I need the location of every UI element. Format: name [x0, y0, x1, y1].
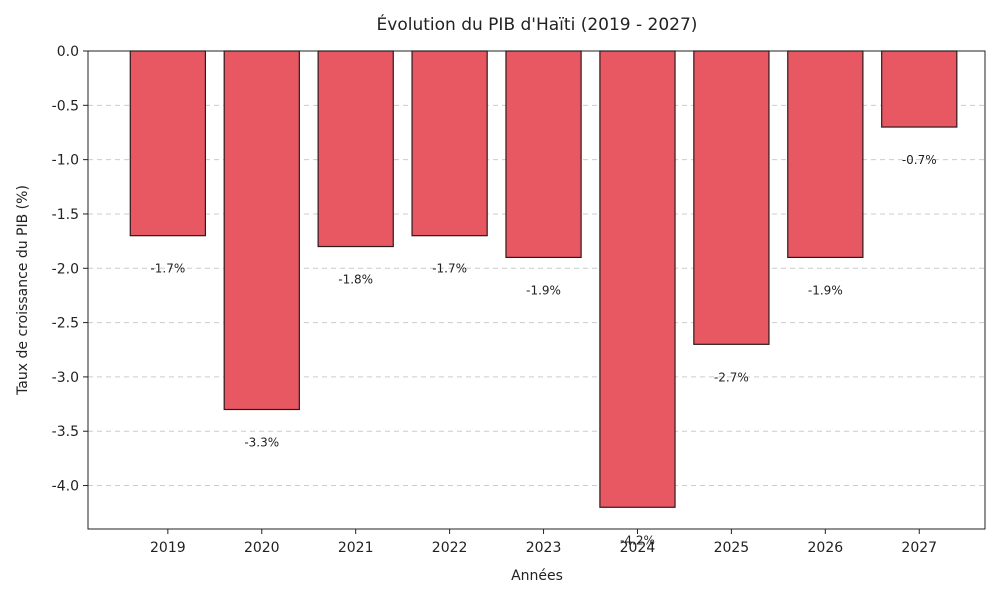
data-label-2020: -3.3% — [244, 436, 279, 450]
x-tick-label-2022: 2022 — [432, 540, 468, 556]
data-label-2023: -1.9% — [526, 283, 561, 297]
bar-2023 — [505, 50, 582, 259]
bar-2026 — [787, 50, 864, 259]
y-tick-label: -0.5 — [52, 98, 79, 114]
x-axis-ticks: 2019 2020 2021 2022 2023 2024 2025 2026 2027 — [150, 529, 937, 556]
bar-2025 — [693, 50, 770, 345]
x-tick-label-2026: 2026 — [808, 540, 844, 556]
data-label-2022: -1.7% — [432, 262, 467, 276]
bars — [129, 50, 958, 508]
y-tick-label: -3.5 — [52, 424, 79, 440]
bar-2019 — [129, 50, 207, 237]
bar-2027 — [881, 50, 958, 128]
y-tick-label: -4.0 — [52, 479, 79, 495]
y-tick-label: 0.0 — [57, 44, 79, 60]
y-axis-label: Taux de croissance du PIB (%) — [15, 185, 31, 396]
data-labels: -1.7% -3.3% -1.8% -1.7% -1.9% -4.2% -2.7% -1.9%… — [150, 153, 936, 547]
bar-2024 — [599, 50, 676, 508]
data-label-2026: -1.9% — [808, 283, 843, 297]
data-label-2027: -0.7% — [902, 153, 937, 167]
y-tick-label: -2.5 — [52, 316, 79, 332]
x-tick-label-2021: 2021 — [338, 540, 374, 556]
bar-2021 — [317, 50, 394, 248]
x-tick-label-2024: 2024 — [620, 540, 656, 556]
x-tick-label-2027: 2027 — [901, 540, 937, 556]
data-label-2024: -4.2% — [620, 533, 655, 547]
y-tick-label: -3.0 — [52, 370, 79, 386]
y-tick-label: -1.5 — [52, 207, 79, 223]
data-label-2019: -1.7% — [150, 262, 185, 276]
plot-frame — [87, 50, 986, 530]
x-axis-label: Années — [511, 568, 563, 584]
chart-title: Évolution du PIB d'Haïti (2019 - 2027) — [377, 13, 698, 35]
bar-2020 — [223, 50, 300, 411]
y-tick-label: -1.0 — [52, 153, 79, 169]
y-axis-ticks: 0.0 -0.5 -1.0 -1.5 -2.0 -2.5 -3.0 -3.5 -4.0 — [52, 44, 88, 495]
x-tick-label-2025: 2025 — [714, 540, 750, 556]
bar-2022 — [411, 50, 488, 237]
y-tick-label: -2.0 — [52, 261, 79, 277]
data-label-2025: -2.7% — [714, 370, 749, 384]
x-tick-label-2019: 2019 — [150, 540, 186, 556]
x-tick-label-2023: 2023 — [526, 540, 562, 556]
x-tick-label-2020: 2020 — [244, 540, 280, 556]
data-label-2021: -1.8% — [338, 273, 373, 287]
